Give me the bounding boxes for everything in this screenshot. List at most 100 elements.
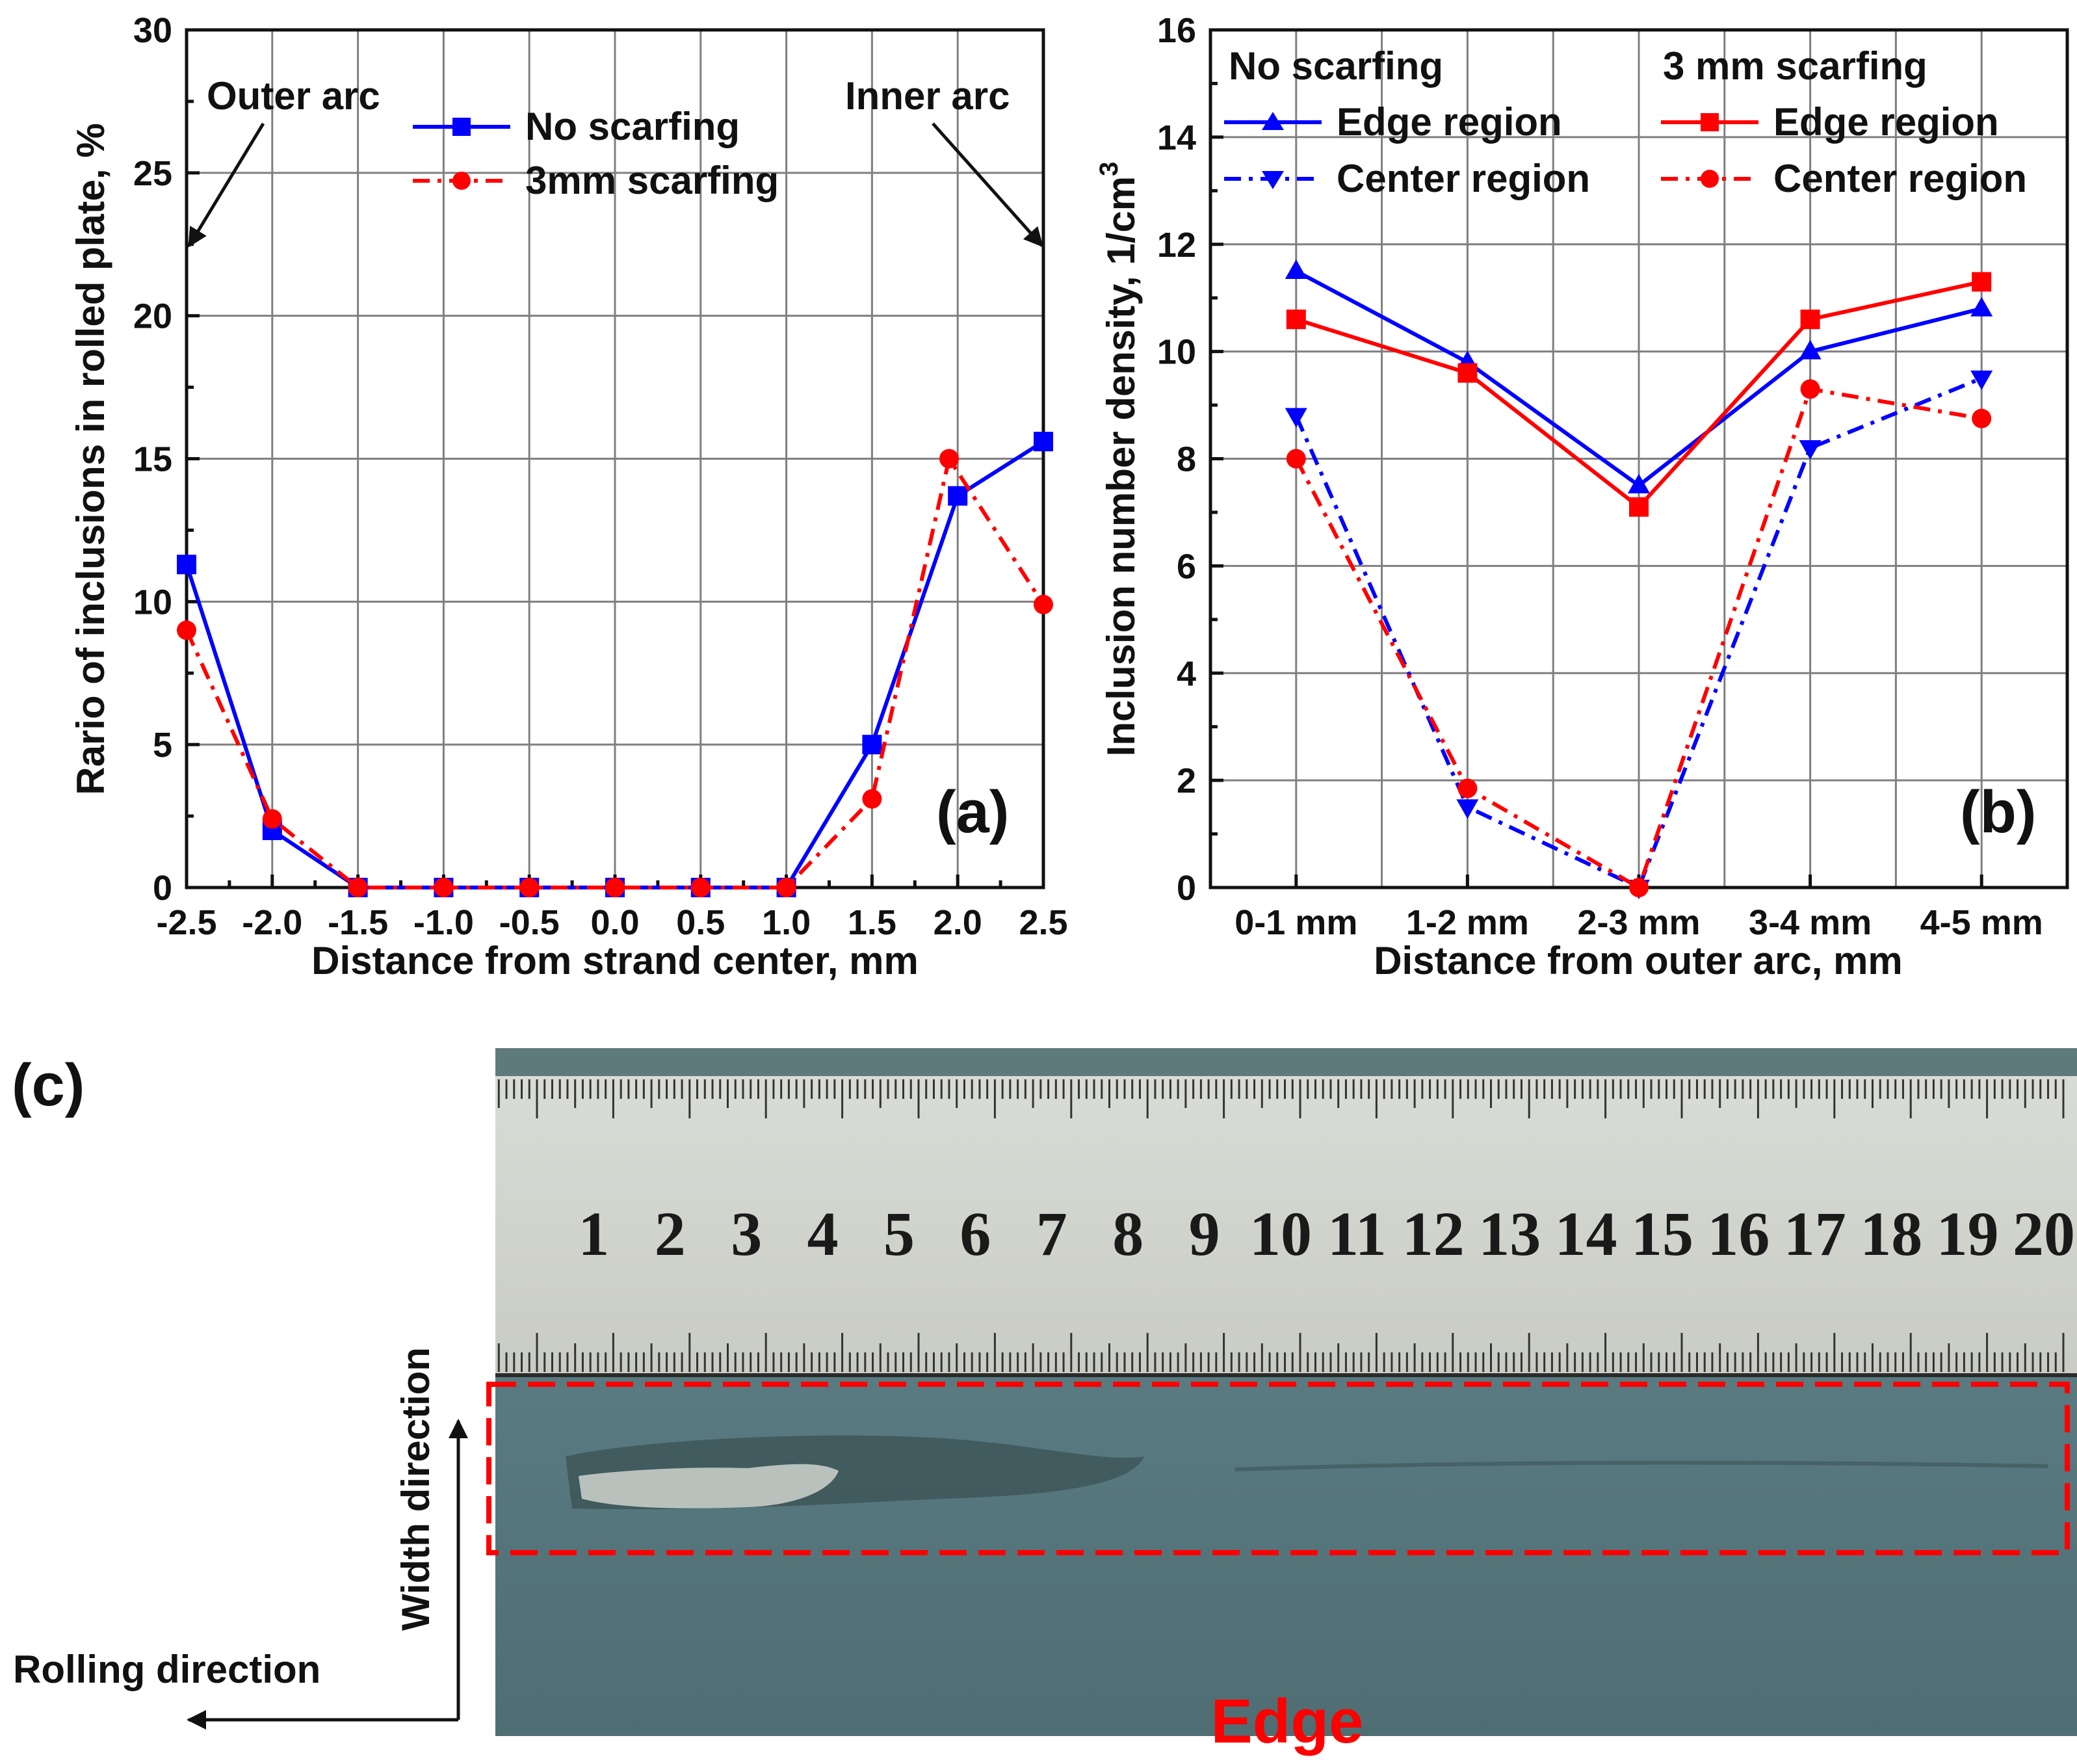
annotation-inner-arc-arrow xyxy=(932,122,1043,248)
y-tick-label: 0 xyxy=(1177,869,1196,908)
legend-label-no-scarfing-center: Center region xyxy=(1337,157,1590,200)
y-tick-label: 6 xyxy=(1177,547,1196,586)
ruler-number: 16 xyxy=(1707,1199,1770,1269)
ruler-number: 17 xyxy=(1784,1199,1846,1269)
x-tick-label: 0.5 xyxy=(676,903,725,942)
ruler-number: 13 xyxy=(1478,1199,1541,1269)
x-tick-label: -0.5 xyxy=(499,903,560,942)
chart-a-xlabel: Distance from strand center, mm xyxy=(311,939,919,982)
data-point-1 xyxy=(519,878,540,897)
chart-a-ticks: -2.5 -2.0 -1.5 -1.0 -0.5 0.0 0.5 1.0 1.5 2.0 2.5 0 5… xyxy=(133,11,1068,942)
photo-top-band xyxy=(495,1048,2077,1079)
legend-label-no-scarfing-edge: Edge region xyxy=(1337,100,1562,144)
y-tick-label: 12 xyxy=(1157,226,1196,265)
annotation-inner-arc: Inner arc xyxy=(845,74,1010,118)
ruler-number: 8 xyxy=(1112,1199,1143,1269)
data-point-1 xyxy=(605,878,625,897)
data-point-2 xyxy=(1972,272,1992,292)
ruler-number: 3 xyxy=(731,1199,762,1269)
chart-a-legend: No scarfing 3mm scarfing xyxy=(413,105,779,202)
legend-label-3mm-scarfing-edge: Edge region xyxy=(1773,100,1999,144)
x-tick-label: -2.5 xyxy=(156,903,216,942)
data-point-3 xyxy=(1286,449,1306,469)
legend-group-3mm-scarfing: 3 mm scarfing xyxy=(1663,44,1927,88)
data-point-3 xyxy=(1457,778,1478,798)
chart-b: 0-1 mm 1-2 mm 2-3 mm 3-4 mm 4-5 mm 0 2 4 6 8 10 12 1… xyxy=(1095,11,2069,982)
data-point-0 xyxy=(1970,296,1993,317)
data-point-2 xyxy=(1457,363,1478,383)
legend-marker-triangle-up xyxy=(1262,112,1284,130)
chart-b-ylabel-text: Inclusion number density, 1/cm xyxy=(1099,176,1143,756)
annotation-outer-arc-arrow xyxy=(187,122,265,248)
ruler-number: 6 xyxy=(960,1199,991,1269)
chart-b-ylabel-superscript: 3 xyxy=(1095,162,1123,176)
y-tick-label: 25 xyxy=(133,154,172,193)
data-point-0 xyxy=(177,555,196,575)
y-tick-label: 2 xyxy=(1177,761,1196,800)
data-point-3 xyxy=(1800,379,1820,399)
width-direction-label: Width direction xyxy=(394,1347,438,1631)
ruler-number: 5 xyxy=(883,1199,915,1269)
ruler xyxy=(495,1076,2077,1375)
y-tick-label: 14 xyxy=(1157,118,1196,157)
legend-marker-square-red xyxy=(1701,113,1719,131)
chart-b-xlabel: Distance from outer arc, mm xyxy=(1374,939,1903,982)
data-point-2 xyxy=(1286,309,1306,330)
chart-b-grid xyxy=(1210,29,2067,889)
data-point-1 xyxy=(262,809,282,829)
edge-defect-bright-area xyxy=(579,1464,839,1508)
data-point-1 xyxy=(1970,370,1993,390)
y-tick-label: 8 xyxy=(1177,440,1196,479)
chart-b-ylabel: Inclusion number density, 1/cm3 xyxy=(1095,162,1143,757)
data-point-1 xyxy=(348,878,368,897)
legend-label-3mm-scarfing: 3mm scarfing xyxy=(525,159,779,202)
chart-b-panel-label: (b) xyxy=(1960,779,2036,845)
x-tick-label: 1.5 xyxy=(848,903,896,942)
photo-panel: (c) 1 2 3 4 5 6 7 8 9 10 11 12 13 14 15 16 17 18 19 20 Widt… xyxy=(12,1048,2077,1756)
data-point-0 xyxy=(1799,339,1822,360)
data-point-3 xyxy=(1972,408,1992,428)
data-point-1 xyxy=(939,449,960,469)
x-tick-label: 1-2 mm xyxy=(1406,903,1529,942)
x-tick-label: 0-1 mm xyxy=(1234,903,1357,942)
x-tick-label: -1.5 xyxy=(328,903,388,942)
data-point-1 xyxy=(1285,408,1307,428)
ruler-number: 1 xyxy=(578,1199,609,1269)
y-tick-label: 15 xyxy=(133,440,172,479)
y-tick-label: 20 xyxy=(133,297,172,336)
y-tick-label: 5 xyxy=(153,726,172,765)
chart-a-panel-label: (a) xyxy=(936,779,1009,845)
rolling-direction-label: Rolling direction xyxy=(13,1648,320,1691)
edge-label: Edge xyxy=(1211,1687,1364,1756)
chart-b-ticks: 0-1 mm 1-2 mm 2-3 mm 3-4 mm 4-5 mm 0 2 4 6 8 10 12 1… xyxy=(1157,11,2043,942)
x-tick-label: 1.0 xyxy=(762,903,811,942)
ruler-number: 19 xyxy=(1937,1199,1999,1269)
ruler-number: 11 xyxy=(1327,1199,1387,1269)
data-point-1 xyxy=(177,620,196,640)
legend-label-3mm-scarfing-center: Center region xyxy=(1773,157,2027,200)
data-point-3 xyxy=(1629,878,1649,897)
annotation-outer-arc: Outer arc xyxy=(207,74,380,118)
data-point-1 xyxy=(690,878,711,897)
data-point-1 xyxy=(862,789,882,809)
data-point-0 xyxy=(862,735,882,755)
ruler-number: 10 xyxy=(1249,1199,1312,1269)
y-tick-label: 0 xyxy=(153,869,172,908)
data-point-1 xyxy=(1799,440,1822,460)
data-point-2 xyxy=(1800,309,1820,330)
x-tick-label: 0.0 xyxy=(590,903,639,942)
ruler-number: 4 xyxy=(807,1199,839,1269)
y-tick-label: 16 xyxy=(1157,11,1196,50)
y-tick-label: 10 xyxy=(1157,333,1196,372)
legend-marker-square xyxy=(452,118,471,136)
x-tick-label: 2.5 xyxy=(1019,903,1067,942)
data-point-1 xyxy=(1456,799,1479,819)
legend-marker-circle xyxy=(452,172,471,190)
ruler-numbers: 1 2 3 4 5 6 7 8 9 10 11 12 13 14 15 16 17 18 19 20 xyxy=(578,1199,2075,1269)
x-tick-label: 2.0 xyxy=(934,903,982,942)
x-tick-label: -1.0 xyxy=(413,903,474,942)
x-tick-label: -2.0 xyxy=(242,903,302,942)
data-point-0 xyxy=(1034,432,1053,452)
ruler-number: 9 xyxy=(1189,1199,1220,1269)
